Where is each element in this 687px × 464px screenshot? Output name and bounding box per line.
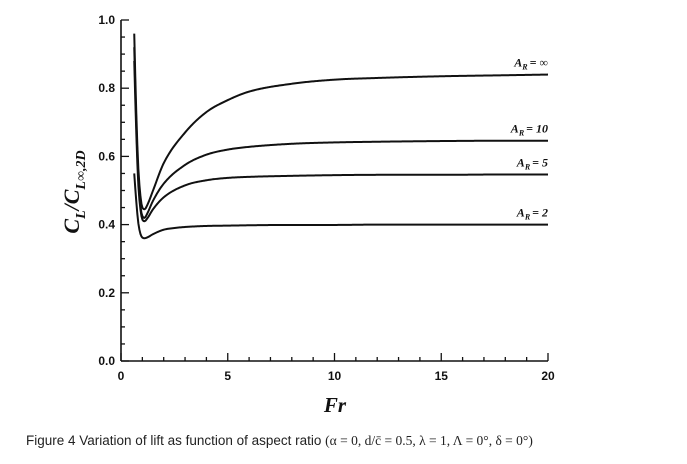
series-label-main: A [510, 122, 519, 136]
x-axis-title: Fr [323, 393, 347, 417]
series-label: AR = 5 [516, 155, 548, 171]
series-label-sub: R [524, 162, 531, 171]
series-line [133, 173, 548, 240]
figure-caption: Figure 4 Variation of lift as function o… [26, 433, 676, 449]
series-label-main: A [513, 56, 522, 70]
x-tick-label: 10 [328, 369, 342, 383]
y-tick-label: 0.6 [98, 149, 115, 163]
caption-parameters: (α = 0, d/c̄ = 0.5, λ = 1, Λ = 0°, δ = 0… [325, 433, 533, 448]
x-tick-label: 0 [118, 369, 125, 383]
caption-text: Figure 4 Variation of lift as function o… [26, 433, 322, 448]
series-lines [133, 33, 549, 240]
y-axis-title-mid: /C [59, 189, 84, 212]
y-tick-label: 0.4 [98, 218, 115, 232]
y-axis-title-main: C [59, 219, 84, 234]
series-label-sub: R [521, 63, 528, 72]
y-axis-title-sub1: L [74, 210, 89, 220]
series-label-sub: R [524, 213, 531, 222]
series-line [133, 47, 548, 219]
y-tick-label: 0.2 [98, 286, 115, 300]
series-label-value: = 2 [532, 206, 548, 220]
series-label: AR = 2 [516, 206, 548, 222]
series-label-value: = 5 [532, 155, 548, 169]
series-label: AR = 10 [510, 122, 548, 138]
series-label: AR = ∞ [513, 56, 548, 72]
series-label-value: = ∞ [530, 56, 548, 70]
plot-frame [120, 20, 548, 362]
x-tick-label: 5 [224, 369, 231, 383]
series-label-main: A [516, 206, 525, 220]
x-ticks: 0 5 10 15 20 [118, 353, 555, 383]
series-line [133, 33, 549, 211]
y-tick-label: 0.8 [98, 81, 115, 95]
y-tick-label: 1.0 [98, 13, 115, 27]
y-axis-title: CL/CL∞,2D [59, 150, 89, 233]
series-line [133, 60, 548, 223]
series-label-main: A [516, 155, 525, 169]
series-label-value: = 10 [526, 122, 548, 136]
y-axis-title-sub2: L∞,2D [74, 150, 89, 190]
y-tick-label: 0.0 [98, 354, 115, 368]
y-ticks: 0.0 0.2 0.4 0.6 0.8 1.0 [98, 13, 129, 368]
x-tick-label: 20 [541, 369, 555, 383]
series-label-sub: R [518, 129, 525, 138]
x-tick-label: 15 [435, 369, 449, 383]
